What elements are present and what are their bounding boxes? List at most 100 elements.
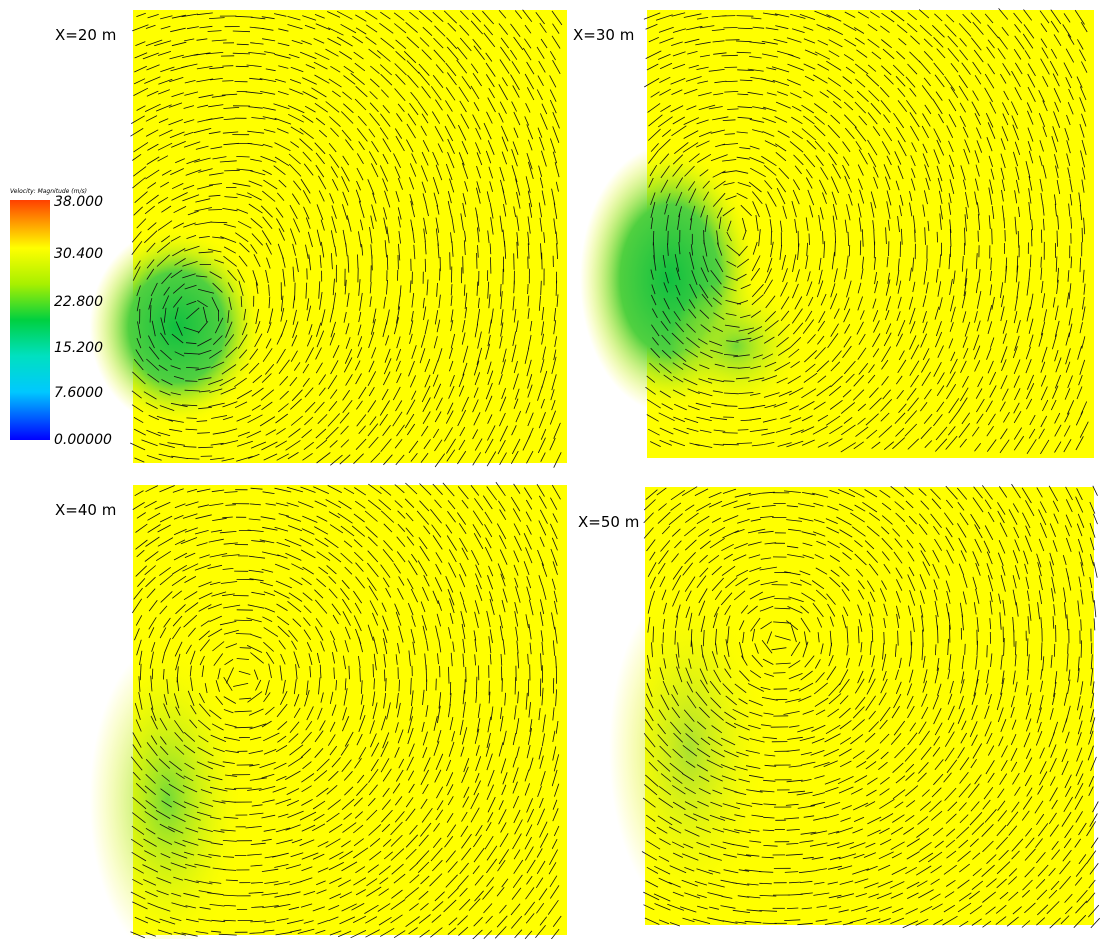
vector — [274, 904, 291, 908]
vector — [727, 220, 732, 232]
vector — [293, 651, 300, 669]
vector — [1014, 35, 1025, 50]
vector — [736, 192, 748, 199]
vector — [513, 308, 517, 323]
vector — [328, 588, 338, 599]
vector — [1077, 668, 1080, 683]
vector — [355, 562, 364, 572]
vector — [197, 719, 211, 731]
vector — [154, 40, 172, 47]
vector — [253, 669, 259, 680]
vector — [726, 260, 737, 267]
vector — [732, 844, 749, 848]
vector — [976, 140, 983, 153]
vector — [959, 387, 969, 402]
vector — [801, 779, 812, 782]
vector — [181, 404, 198, 407]
vector — [948, 253, 951, 270]
vector — [502, 772, 508, 785]
vector — [963, 148, 970, 165]
vector — [499, 833, 509, 848]
vector — [1017, 230, 1020, 248]
vector — [702, 255, 709, 273]
vector — [667, 230, 669, 245]
vector — [380, 741, 389, 757]
vector — [747, 683, 764, 692]
vector — [174, 641, 183, 657]
vector — [696, 868, 714, 875]
vector — [147, 902, 159, 908]
vector — [871, 655, 875, 668]
vector — [801, 439, 815, 446]
vector — [240, 363, 249, 371]
vector — [845, 657, 850, 668]
vector — [207, 248, 222, 253]
vector — [1026, 102, 1033, 113]
vector — [302, 566, 314, 575]
vector — [196, 761, 214, 770]
vector — [811, 856, 824, 860]
vector — [700, 205, 706, 218]
vector — [1051, 135, 1058, 153]
vector — [990, 168, 995, 180]
vector — [305, 217, 311, 229]
vector — [552, 60, 561, 74]
vector — [183, 141, 201, 148]
vector — [762, 12, 778, 16]
vector — [510, 496, 521, 512]
vector — [788, 673, 803, 680]
vector — [397, 295, 401, 310]
vector — [1031, 229, 1033, 247]
vector — [937, 372, 945, 385]
vector — [423, 757, 431, 772]
vector — [476, 308, 480, 326]
vector — [947, 35, 958, 48]
vector — [407, 716, 413, 734]
vector — [895, 427, 905, 437]
vector — [420, 798, 428, 810]
vector — [327, 11, 341, 18]
vector — [865, 842, 876, 848]
vector — [672, 375, 684, 383]
vector — [939, 213, 942, 230]
vector — [688, 658, 692, 669]
vector — [1078, 705, 1084, 720]
vector — [262, 526, 278, 531]
vector — [174, 732, 184, 742]
vector — [736, 337, 752, 341]
vector — [1023, 757, 1033, 773]
vector — [303, 605, 312, 614]
vector — [714, 80, 727, 84]
vector — [553, 422, 561, 439]
vector — [699, 429, 712, 433]
vector — [346, 215, 352, 232]
vector — [412, 641, 416, 656]
vector — [512, 373, 519, 390]
vector — [484, 835, 494, 850]
vector — [537, 437, 546, 454]
vector — [369, 837, 381, 847]
vector — [163, 286, 170, 296]
vector — [1015, 265, 1019, 283]
vector — [896, 613, 900, 629]
vector — [894, 746, 906, 759]
vector — [525, 499, 533, 510]
vector — [291, 839, 303, 844]
vector — [313, 770, 328, 782]
vector — [698, 131, 712, 138]
vector — [820, 643, 824, 655]
vector — [328, 552, 342, 563]
vector — [130, 442, 146, 451]
vector — [299, 127, 314, 140]
vector — [725, 195, 737, 201]
vector — [803, 153, 816, 168]
vector — [134, 628, 140, 641]
vector — [737, 519, 750, 524]
vector — [881, 526, 890, 535]
vector — [710, 285, 723, 297]
vector — [725, 313, 737, 316]
vector — [399, 285, 402, 297]
vector — [498, 112, 504, 123]
vector — [736, 273, 747, 280]
vector — [935, 91, 943, 101]
